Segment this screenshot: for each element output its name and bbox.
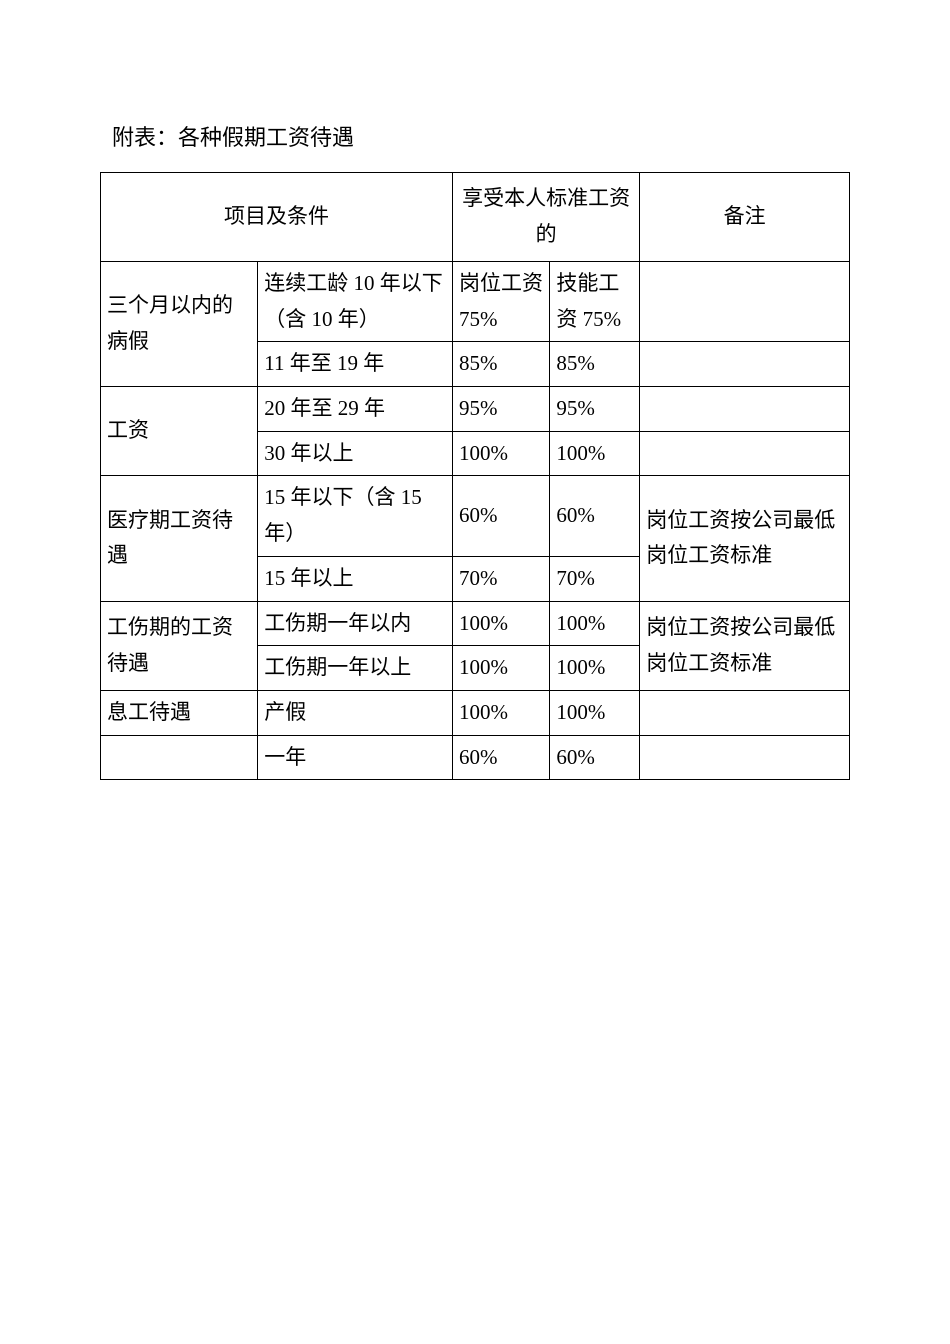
cell-skill-salary: 85% bbox=[550, 342, 640, 387]
cell-note bbox=[640, 342, 850, 387]
cell-note bbox=[640, 387, 850, 432]
cell-post-salary: 70% bbox=[453, 556, 550, 601]
cell-condition: 工伤期一年以上 bbox=[258, 646, 453, 691]
table-header-row: 项目及条件 享受本人标准工资的 备注 bbox=[101, 173, 850, 262]
cell-skill-salary: 60% bbox=[550, 476, 640, 556]
cell-post-salary: 100% bbox=[453, 431, 550, 476]
table-row: 工伤期的工资待遇 工伤期一年以内 100% 100% 岗位工资按公司最低岗位工资… bbox=[101, 601, 850, 646]
cell-skill-salary: 95% bbox=[550, 387, 640, 432]
table-row: 一年 60% 60% bbox=[101, 735, 850, 780]
cell-condition: 产假 bbox=[258, 690, 453, 735]
cell-note: 岗位工资按公司最低岗位工资标准 bbox=[640, 601, 850, 690]
cell-condition: 30 年以上 bbox=[258, 431, 453, 476]
cell-note bbox=[640, 690, 850, 735]
cell-condition: 连续工龄 10 年以下（含 10 年） bbox=[258, 262, 453, 342]
cell-condition: 一年 bbox=[258, 735, 453, 780]
cell-condition: 15 年以上 bbox=[258, 556, 453, 601]
document-page: 附表：各种假期工资待遇 项目及条件 享受本人标准工资的 备注 三个月以内的病假 … bbox=[0, 0, 950, 780]
header-conditions: 项目及条件 bbox=[101, 173, 453, 262]
cell-note: 岗位工资按公司最低岗位工资标准 bbox=[640, 476, 850, 601]
table-row: 息工待遇 产假 100% 100% bbox=[101, 690, 850, 735]
table-row: 三个月以内的病假 连续工龄 10 年以下（含 10 年） 岗位工资75% 技能工… bbox=[101, 262, 850, 342]
cell-condition: 15 年以下（含 15年） bbox=[258, 476, 453, 556]
cell-note bbox=[640, 262, 850, 342]
cell-skill-salary: 100% bbox=[550, 601, 640, 646]
cell-skill-salary: 100% bbox=[550, 431, 640, 476]
cell-post-salary: 岗位工资75% bbox=[453, 262, 550, 342]
cell-skill-salary: 60% bbox=[550, 735, 640, 780]
header-salary: 享受本人标准工资的 bbox=[453, 173, 640, 262]
cell-category bbox=[101, 735, 258, 780]
cell-note bbox=[640, 431, 850, 476]
cell-condition: 20 年至 29 年 bbox=[258, 387, 453, 432]
cell-post-salary: 60% bbox=[453, 476, 550, 556]
cell-category: 息工待遇 bbox=[101, 690, 258, 735]
cell-post-salary: 100% bbox=[453, 690, 550, 735]
cell-condition: 工伤期一年以内 bbox=[258, 601, 453, 646]
cell-category: 工伤期的工资待遇 bbox=[101, 601, 258, 690]
cell-skill-salary: 技能工资 75% bbox=[550, 262, 640, 342]
cell-post-salary: 100% bbox=[453, 646, 550, 691]
cell-post-salary: 95% bbox=[453, 387, 550, 432]
table-title: 附表：各种假期工资待遇 bbox=[100, 120, 850, 152]
cell-post-salary: 60% bbox=[453, 735, 550, 780]
salary-table: 项目及条件 享受本人标准工资的 备注 三个月以内的病假 连续工龄 10 年以下（… bbox=[100, 172, 850, 780]
cell-skill-salary: 100% bbox=[550, 646, 640, 691]
table-row: 医疗期工资待遇 15 年以下（含 15年） 60% 60% 岗位工资按公司最低岗… bbox=[101, 476, 850, 556]
table-row: 工资 20 年至 29 年 95% 95% bbox=[101, 387, 850, 432]
cell-condition: 11 年至 19 年 bbox=[258, 342, 453, 387]
header-notes: 备注 bbox=[640, 173, 850, 262]
cell-post-salary: 85% bbox=[453, 342, 550, 387]
cell-skill-salary: 100% bbox=[550, 690, 640, 735]
cell-note bbox=[640, 735, 850, 780]
cell-category: 三个月以内的病假 bbox=[101, 262, 258, 387]
cell-category: 工资 bbox=[101, 387, 258, 476]
cell-skill-salary: 70% bbox=[550, 556, 640, 601]
cell-category: 医疗期工资待遇 bbox=[101, 476, 258, 601]
cell-post-salary: 100% bbox=[453, 601, 550, 646]
